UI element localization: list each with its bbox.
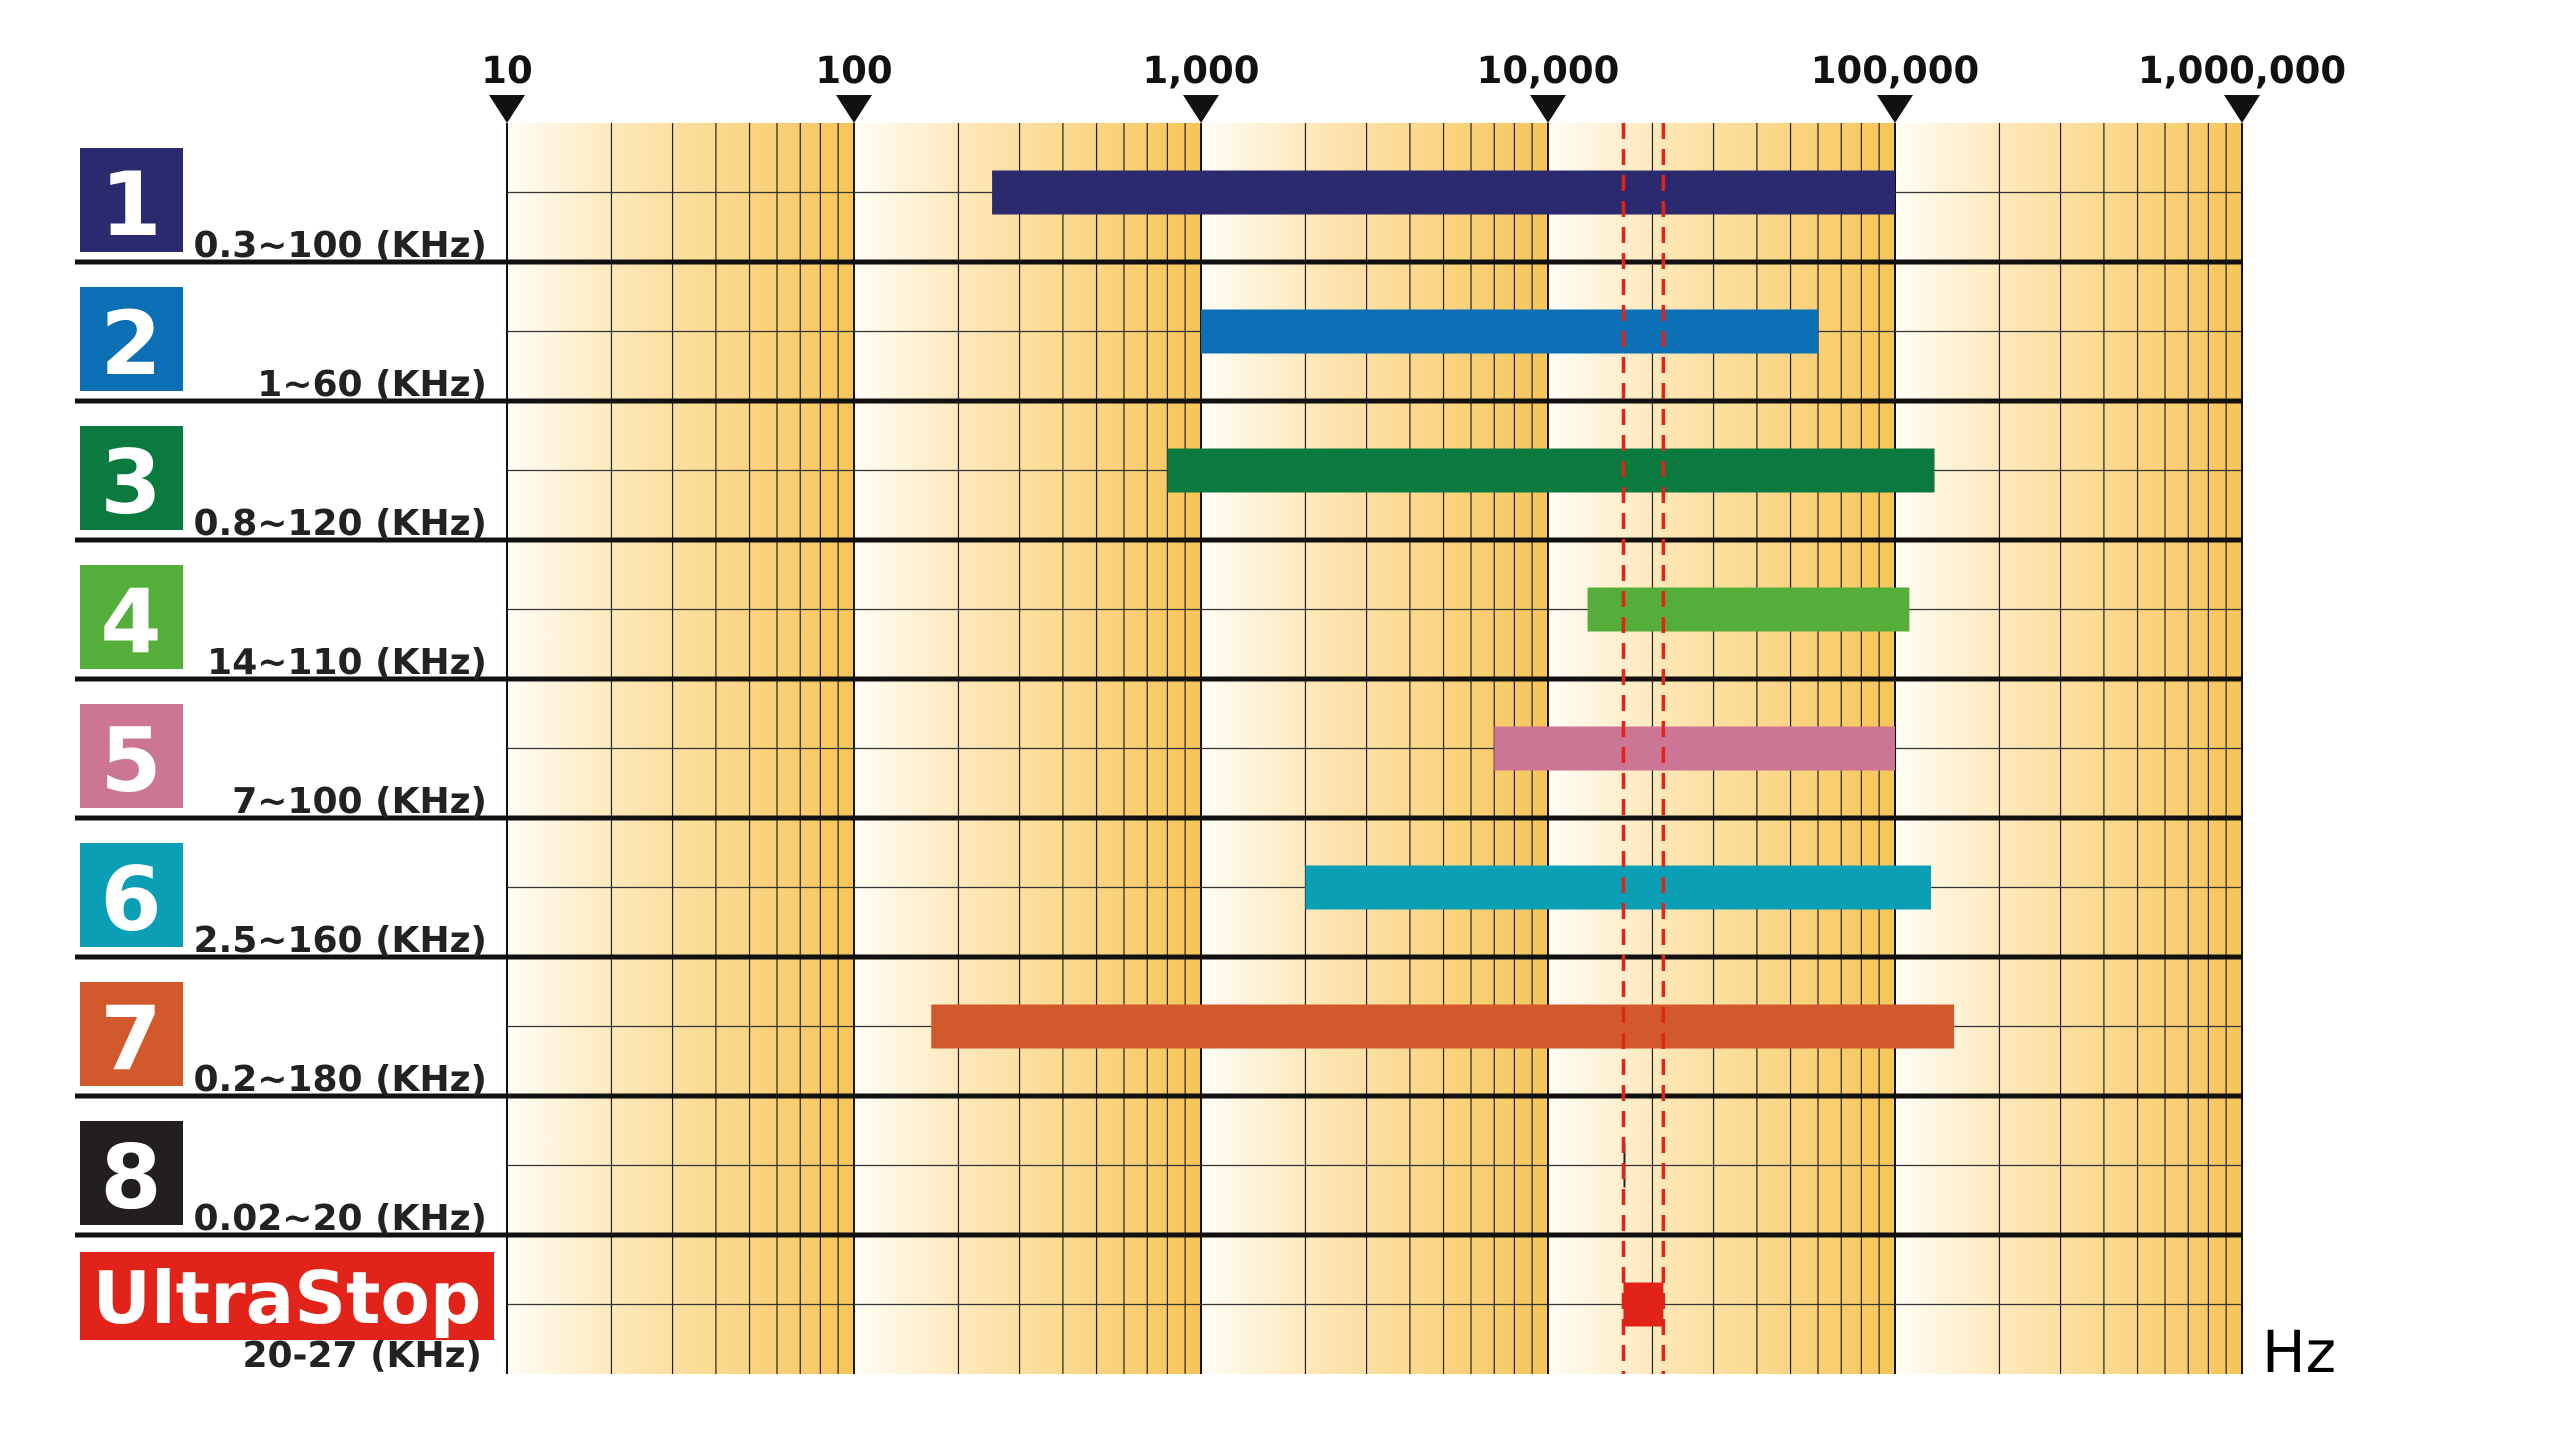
- x-tick-label: 10: [481, 49, 533, 92]
- series-badge: [80, 287, 183, 391]
- tick-marker: [1183, 95, 1219, 123]
- range-bar: [931, 1004, 1955, 1049]
- range-label: 2.5~160 (KHz): [193, 920, 487, 961]
- tick-marker: [1877, 95, 1913, 123]
- range-bar: [1167, 448, 1935, 493]
- series-badge: [80, 426, 183, 530]
- range-label: 7~100 (KHz): [232, 781, 487, 822]
- range-bar: [1305, 865, 1932, 910]
- range-label: 1~60 (KHz): [257, 364, 487, 405]
- range-label: 20-27 (KHz): [242, 1335, 482, 1376]
- x-tick-label: 1,000,000: [2138, 49, 2346, 92]
- range-label: 0.3~100 (KHz): [193, 225, 487, 266]
- range-bar: [992, 170, 1895, 215]
- series-badge: [80, 704, 183, 808]
- series-name: 1: [100, 153, 161, 256]
- tick-marker: [489, 95, 525, 123]
- range-label: 0.02~20 (KHz): [193, 1198, 487, 1239]
- x-tick-label: 100: [815, 49, 892, 92]
- series-badge: [80, 1121, 183, 1225]
- series-name: 8: [100, 1126, 161, 1229]
- range-label: 0.8~120 (KHz): [193, 503, 487, 544]
- series-name: 3: [100, 431, 161, 534]
- tick-marker: [2224, 95, 2260, 123]
- x-tick-label: 10,000: [1477, 49, 1620, 92]
- x-tick-label: 100,000: [1811, 49, 1980, 92]
- series-badge: [80, 982, 183, 1086]
- series-name: 2: [100, 292, 161, 395]
- range-bar: [1623, 1282, 1664, 1327]
- series-badge: [80, 1252, 494, 1340]
- series-name: UltraStop: [93, 1256, 482, 1340]
- tick-marker: [836, 95, 872, 123]
- range-label: 14~110 (KHz): [207, 642, 487, 683]
- series-badge: [80, 843, 183, 947]
- tick-marker: [1530, 95, 1566, 123]
- range-label: 0.2~180 (KHz): [193, 1059, 487, 1100]
- range-bar: [1494, 726, 1895, 771]
- x-tick-label: 1,000: [1142, 49, 1259, 92]
- series-badge: [80, 565, 183, 669]
- series-name: 4: [100, 570, 161, 673]
- range-bar: [1587, 587, 1910, 632]
- series-name: 6: [100, 848, 161, 951]
- range-bar: [1201, 309, 1819, 354]
- series-name: 7: [100, 987, 161, 1090]
- series-name: 5: [100, 709, 161, 812]
- x-axis-label: Hz: [2262, 1318, 2336, 1386]
- series-badge: [80, 148, 183, 252]
